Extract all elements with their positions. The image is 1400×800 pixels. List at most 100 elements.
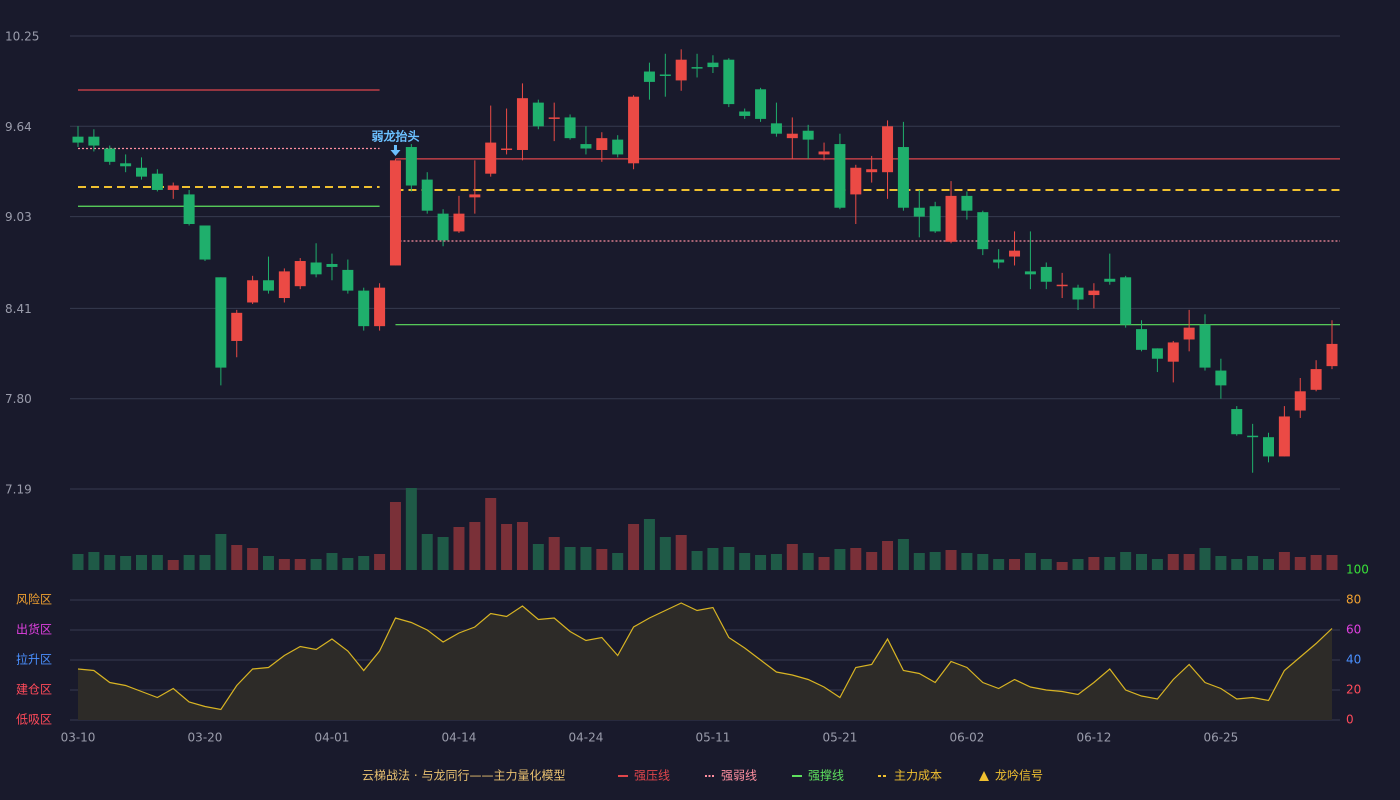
- volume-bar: [628, 524, 640, 570]
- y2-tick-label: 60: [1346, 623, 1361, 637]
- candle-body: [977, 212, 989, 250]
- x-tick-label: 06-12: [1076, 731, 1111, 745]
- volume-bar: [342, 558, 354, 570]
- volume-bar: [707, 548, 719, 570]
- volume-bar: [88, 552, 100, 570]
- volume-bar: [262, 556, 274, 570]
- candle-body: [564, 117, 576, 139]
- x-tick-label: 04-14: [442, 731, 477, 745]
- indicator-area: [78, 603, 1332, 720]
- volume-bar: [659, 537, 671, 570]
- volume-bar: [866, 552, 878, 570]
- volume-bar: [1151, 559, 1163, 570]
- candle-body: [818, 151, 830, 155]
- volume-bar: [183, 555, 195, 570]
- volume-bar: [151, 555, 163, 570]
- volume-bar: [1024, 553, 1036, 570]
- volume-bar: [294, 559, 306, 570]
- volume-bar: [691, 551, 703, 570]
- volume-bar: [770, 554, 782, 570]
- y2-tick-label: 20: [1346, 683, 1361, 697]
- candle-body: [72, 136, 84, 143]
- volume-bar: [405, 488, 417, 570]
- candle-body: [659, 74, 671, 76]
- volume-bar: [1310, 555, 1322, 570]
- candle-body: [596, 138, 608, 150]
- volume-bar: [1199, 548, 1211, 570]
- y2-tick-label: 80: [1346, 593, 1361, 607]
- volume-bar: [596, 549, 608, 570]
- candle-body: [1199, 324, 1211, 368]
- zone-label: 拉升区: [16, 652, 52, 667]
- candle-body: [167, 185, 179, 190]
- volume-bar: [247, 548, 259, 570]
- volume-bar: [786, 544, 798, 570]
- volume-bar: [882, 541, 894, 570]
- volume-bar: [72, 554, 84, 570]
- legend-label: 主力成本: [894, 769, 942, 783]
- candle-body: [1294, 391, 1306, 411]
- volume-bar: [310, 559, 322, 570]
- y-tick-label: 9.64: [5, 120, 32, 134]
- volume-bar: [739, 553, 751, 570]
- candle-body: [1278, 416, 1290, 457]
- candle-body: [897, 147, 909, 208]
- volume-bar: [612, 553, 624, 570]
- candle-body: [612, 139, 624, 155]
- candle-body: [1263, 437, 1275, 457]
- volume-bar: [437, 537, 449, 570]
- candle-body: [1215, 370, 1227, 386]
- volume-bar: [1136, 554, 1148, 570]
- volume-bar: [1072, 559, 1084, 570]
- volume-bar: [850, 548, 862, 570]
- legend-swatch: [979, 771, 989, 781]
- candle-body: [1056, 284, 1068, 287]
- candle-body: [310, 262, 322, 275]
- volume-bar: [993, 559, 1005, 570]
- candle-body: [961, 195, 973, 211]
- candle-body: [374, 287, 386, 327]
- candle-body: [1009, 250, 1021, 257]
- x-tick-label: 06-02: [949, 731, 984, 745]
- volume-bar: [1167, 554, 1179, 570]
- candle-body: [802, 130, 814, 140]
- candle-body: [262, 280, 274, 291]
- volume-bar: [1120, 552, 1132, 570]
- volume-bar: [961, 553, 973, 570]
- candle-body: [882, 126, 894, 173]
- candle-body: [770, 123, 782, 134]
- volume-bar: [135, 555, 147, 570]
- volume-bar: [548, 537, 560, 570]
- candle-body: [326, 263, 338, 267]
- candle-body: [723, 59, 735, 105]
- y-tick-label: 8.41: [5, 302, 32, 316]
- volume-bar: [501, 524, 513, 570]
- candle-body: [755, 89, 767, 119]
- x-tick-label: 03-10: [61, 731, 96, 745]
- volume-bar: [326, 553, 338, 570]
- candle-body: [1104, 278, 1116, 282]
- y2-tick-label: 100: [1346, 563, 1369, 577]
- volume-bar: [1231, 559, 1243, 570]
- candle-body: [1072, 287, 1084, 300]
- volume-bar: [1104, 557, 1116, 570]
- volume-bar: [1263, 559, 1275, 570]
- volume-bar: [120, 556, 132, 570]
- volume-bar: [278, 559, 290, 570]
- volume-bar: [580, 547, 592, 570]
- volume-bar: [167, 560, 179, 570]
- volume-bar: [1294, 557, 1306, 570]
- zone-label: 出货区: [16, 622, 52, 637]
- y-tick-label: 7.19: [5, 483, 32, 497]
- candle-body: [120, 163, 132, 167]
- candle-body: [945, 195, 957, 242]
- candle-body: [643, 71, 655, 82]
- candle-body: [358, 290, 370, 327]
- legend-label: 龙吟信号: [995, 768, 1043, 783]
- volume-bar: [1056, 562, 1068, 570]
- volume-bar: [897, 539, 909, 570]
- candle-body: [469, 194, 481, 198]
- volume-bar: [104, 555, 116, 570]
- x-tick-label: 06-25: [1203, 731, 1238, 745]
- volume-bar: [231, 545, 243, 570]
